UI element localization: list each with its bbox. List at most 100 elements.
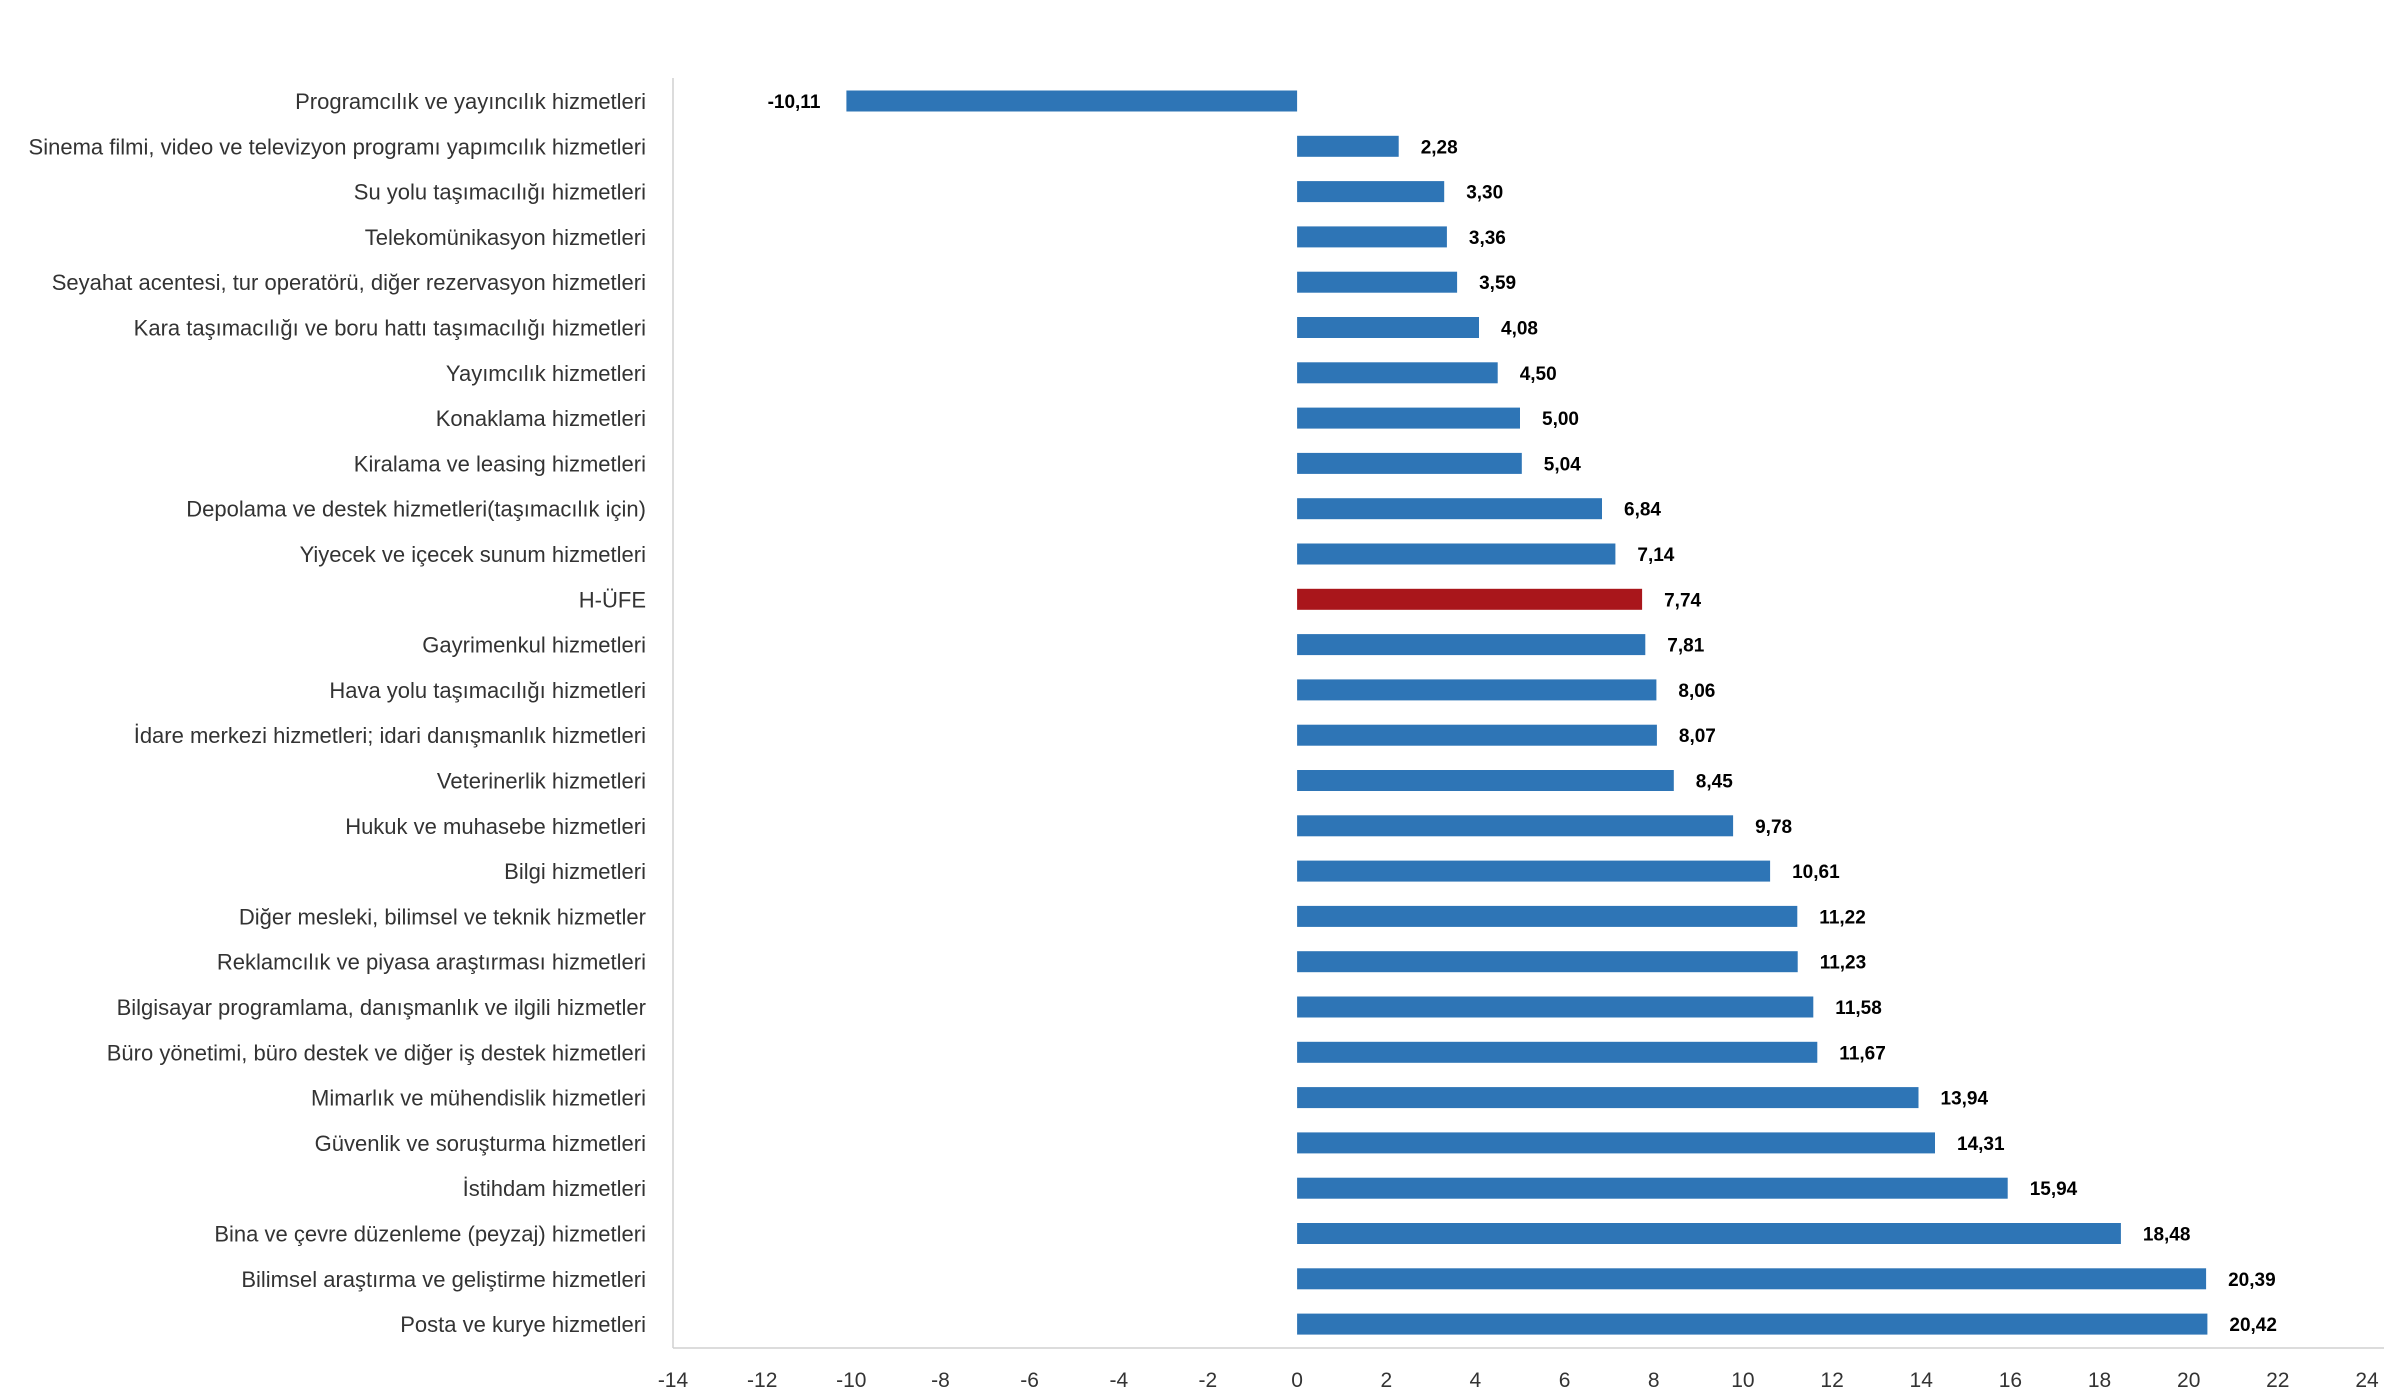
x-tick-label: -4 xyxy=(1109,1369,1128,1392)
x-tick-label: 4 xyxy=(1470,1369,1482,1392)
bar-11 xyxy=(1297,588,1643,610)
value-label: 8,45 xyxy=(1696,772,1733,793)
bar-10 xyxy=(1297,543,1616,565)
value-label: 9,78 xyxy=(1755,817,1792,838)
bar-7 xyxy=(1297,407,1520,429)
x-tick-label: -8 xyxy=(931,1369,950,1392)
value-label: 4,08 xyxy=(1501,319,1538,340)
bar-0 xyxy=(846,90,1298,112)
category-label: H-ÜFE xyxy=(579,587,646,612)
value-label: 11,67 xyxy=(1839,1043,1886,1064)
category-label: Hukuk ve muhasebe hizmetleri xyxy=(345,814,646,839)
value-label: 11,22 xyxy=(1819,907,1866,928)
category-label: Kara taşımacılığı ve boru hattı taşımacı… xyxy=(134,316,646,341)
x-tick-label: 24 xyxy=(2355,1369,2379,1392)
category-label: Bilimsel araştırma ve geliştirme hizmetl… xyxy=(241,1267,646,1292)
bar-20 xyxy=(1297,996,1814,1018)
bar-13 xyxy=(1297,679,1657,701)
bar-26 xyxy=(1297,1268,2207,1290)
bar-16 xyxy=(1297,815,1734,837)
value-label: 11,58 xyxy=(1835,998,1882,1019)
category-label: Güvenlik ve soruşturma hizmetleri xyxy=(315,1131,646,1156)
bar-17 xyxy=(1297,860,1771,882)
category-label: İdare merkezi hizmetleri; idari danışman… xyxy=(134,723,646,748)
category-label: Gayrimenkul hizmetleri xyxy=(422,633,646,658)
value-label: 14,31 xyxy=(1957,1134,2005,1155)
value-label: 6,84 xyxy=(1624,500,1661,521)
x-tick-label: 6 xyxy=(1559,1369,1571,1392)
value-label: 5,00 xyxy=(1542,409,1579,430)
category-label: Yayımcılık hizmetleri xyxy=(446,361,646,386)
category-label: Posta ve kurye hizmetleri xyxy=(400,1312,646,1337)
bar-5 xyxy=(1297,317,1479,338)
value-label: 4,50 xyxy=(1520,364,1557,385)
x-tick-label: 0 xyxy=(1291,1369,1303,1392)
bars-group xyxy=(846,90,2208,1335)
category-label: İstihdam hizmetleri xyxy=(463,1176,646,1201)
value-label: 2,28 xyxy=(1421,137,1458,158)
value-label: 3,36 xyxy=(1469,228,1506,249)
value-label: 7,81 xyxy=(1667,636,1704,657)
x-tick-label: -12 xyxy=(747,1369,777,1392)
value-label: 15,94 xyxy=(2030,1179,2078,1200)
value-label: 3,30 xyxy=(1466,183,1503,204)
x-tick-label: 16 xyxy=(1999,1369,2022,1392)
value-label: 20,39 xyxy=(2228,1270,2276,1291)
value-label: 13,94 xyxy=(1941,1089,1989,1110)
value-label: 5,04 xyxy=(1544,454,1581,475)
category-label: Büro yönetimi, büro destek ve diğer iş d… xyxy=(107,1040,646,1065)
bar-25 xyxy=(1297,1223,2121,1244)
bar-12 xyxy=(1297,634,1646,656)
x-tick-label: 12 xyxy=(1820,1369,1843,1392)
x-tick-label: 18 xyxy=(2088,1369,2111,1392)
x-tick-label: -6 xyxy=(1020,1369,1039,1392)
value-label: 8,07 xyxy=(1679,726,1716,747)
category-label: Seyahat acentesi, tur operatörü, diğer r… xyxy=(52,270,646,295)
value-label: 3,59 xyxy=(1479,273,1516,294)
bar-22 xyxy=(1297,1087,1919,1109)
bar-15 xyxy=(1297,770,1674,791)
x-tick-labels-group: -14 -12 -10 -8 -6 -4 -2 0 2 4 6 8 10 12 14 16 18 20 22 24 xyxy=(658,1369,2379,1392)
category-label: Bilgisayar programlama, danışmanlık ve i… xyxy=(117,995,646,1020)
bar-8 xyxy=(1297,452,1522,474)
category-label: Programcılık ve yayıncılık hizmetleri xyxy=(295,89,646,114)
category-label: Depolama ve destek hizmetleri(taşımacılı… xyxy=(186,497,646,522)
category-label: Yiyecek ve içecek sunum hizmetleri xyxy=(300,542,646,567)
bar-14 xyxy=(1297,724,1657,746)
bar-19 xyxy=(1297,951,1798,973)
category-label: Bina ve çevre düzenleme (peyzaj) hizmetl… xyxy=(214,1222,646,1247)
bar-18 xyxy=(1297,905,1798,927)
x-tick-label: 22 xyxy=(2266,1369,2289,1392)
category-label: Bilgi hizmetleri xyxy=(504,859,646,884)
bar-3 xyxy=(1297,226,1447,248)
category-label: Veterinerlik hizmetleri xyxy=(437,769,646,794)
value-label: 10,61 xyxy=(1792,862,1840,883)
bar-1 xyxy=(1297,135,1399,157)
category-label: Diğer mesleki, bilimsel ve teknik hizmet… xyxy=(239,904,646,929)
value-label: -10,11 xyxy=(768,92,821,113)
value-label: 8,06 xyxy=(1678,681,1715,702)
bar-27 xyxy=(1297,1313,2208,1335)
value-label: 11,23 xyxy=(1820,953,1867,974)
x-tick-label: 10 xyxy=(1731,1369,1754,1392)
bar-21 xyxy=(1297,1041,1818,1063)
x-tick-label: -14 xyxy=(658,1369,689,1392)
category-label: Mimarlık ve mühendislik hizmetleri xyxy=(311,1086,646,1111)
x-tick-label: 2 xyxy=(1380,1369,1392,1392)
value-label: 7,14 xyxy=(1637,545,1674,566)
bar-9 xyxy=(1297,498,1602,520)
x-tick-label: 14 xyxy=(1910,1369,1934,1392)
category-label: Telekomünikasyon hizmetleri xyxy=(365,225,646,250)
bar-6 xyxy=(1297,362,1498,384)
x-tick-label: -10 xyxy=(836,1369,866,1392)
x-tick-label: 20 xyxy=(2177,1369,2200,1392)
value-labels-group: -10,11 2,28 3,30 3,36 3,59 4,08 4,50 5,00 5,04 6,… xyxy=(768,92,2277,1336)
category-label: Konaklama hizmetleri xyxy=(436,406,646,431)
value-label: 7,74 xyxy=(1664,590,1701,611)
x-tick-label: 8 xyxy=(1648,1369,1660,1392)
category-label: Sinema filmi, video ve televizyon progra… xyxy=(29,134,646,159)
x-tick-label: -2 xyxy=(1199,1369,1218,1392)
value-label: 18,48 xyxy=(2143,1225,2191,1246)
category-labels-group: Programcılık ve yayıncılık hizmetleri Sin… xyxy=(29,89,646,1337)
